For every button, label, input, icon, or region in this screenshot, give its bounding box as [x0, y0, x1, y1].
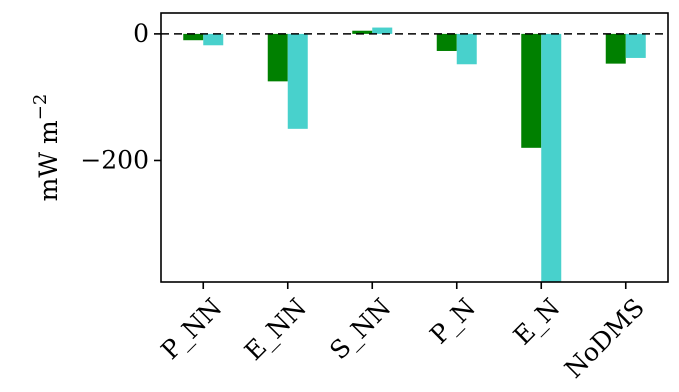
- bar-P_NN-series1: [183, 33, 204, 41]
- y-tick-label: −200: [80, 145, 149, 174]
- bar-P_NN-series2: [203, 33, 224, 46]
- bar-P_N-series2: [456, 33, 477, 65]
- x-tick-label: E_N: [508, 293, 566, 351]
- y-axis-label: mW m−2: [30, 94, 63, 202]
- y-axis-label-text: mW m: [34, 120, 63, 201]
- bars: [183, 27, 646, 283]
- x-tick-label: S_NN: [324, 293, 396, 365]
- bar-S_NN-series1: [352, 30, 373, 34]
- bar-S_NN-series2: [372, 27, 393, 34]
- bar-E_NN-series1: [267, 33, 288, 82]
- x-tick-label: P_NN: [155, 293, 227, 365]
- bar-NoDMS-series1: [605, 33, 626, 64]
- bar-NoDMS-series2: [625, 33, 646, 58]
- y-axis-label-exponent: −2: [30, 94, 51, 121]
- bar-E_N-series2: [541, 33, 562, 283]
- plot-area: [160, 12, 669, 283]
- bar-E_N-series1: [521, 33, 542, 148]
- y-axis: 0 −200: [80, 19, 161, 174]
- x-tick-label: E_NN: [239, 293, 312, 366]
- x-tick-label: NoDMS: [559, 293, 650, 384]
- y-tick-label: 0: [133, 19, 149, 48]
- x-tick-label: P_N: [424, 293, 481, 350]
- bar-P_N-series1: [436, 33, 457, 51]
- bar-E_NN-series2: [287, 33, 308, 129]
